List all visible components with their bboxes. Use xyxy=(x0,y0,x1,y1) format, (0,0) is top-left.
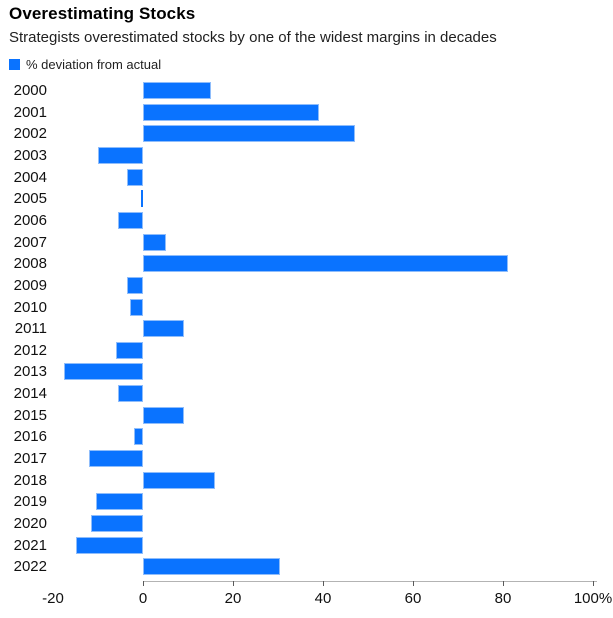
year-label-2008: 2008 xyxy=(13,255,47,273)
year-label-2018: 2018 xyxy=(13,471,47,489)
bar-2006 xyxy=(118,211,143,229)
x-tick xyxy=(413,581,414,586)
bar-2016 xyxy=(134,428,143,446)
year-label-2022: 2022 xyxy=(13,558,47,576)
bar-2013 xyxy=(64,363,143,381)
x-tick-label: 20 xyxy=(224,590,242,607)
bar-2007 xyxy=(143,233,166,251)
bar-2010 xyxy=(129,298,143,316)
bar-2019 xyxy=(95,493,143,511)
year-label-2013: 2013 xyxy=(13,363,47,381)
x-tick xyxy=(323,581,324,586)
year-label-2005: 2005 xyxy=(13,190,47,208)
bar-2001 xyxy=(143,103,319,121)
legend-swatch-icon xyxy=(9,59,20,70)
bar-2002 xyxy=(143,125,355,143)
year-label-2003: 2003 xyxy=(13,146,47,164)
x-tick-label: -20 xyxy=(42,590,64,607)
bar-2022 xyxy=(143,558,281,576)
year-label-2014: 2014 xyxy=(13,385,47,403)
bar-2004 xyxy=(127,168,143,186)
chart-title: Overestimating Stocks xyxy=(9,4,196,23)
bar-2018 xyxy=(143,471,215,489)
x-tick xyxy=(503,581,504,586)
year-label-2000: 2000 xyxy=(13,82,47,99)
x-axis-line xyxy=(143,581,597,582)
x-tick-label: 40 xyxy=(314,590,332,607)
x-tick xyxy=(143,581,144,586)
x-tick-label: 60 xyxy=(404,590,422,607)
year-label-2017: 2017 xyxy=(13,450,47,468)
legend-label: % deviation from actual xyxy=(26,57,162,72)
bar-2011 xyxy=(143,320,184,338)
year-label-2001: 2001 xyxy=(13,103,47,121)
chart-subtitle: Strategists overestimated stocks by one … xyxy=(9,29,497,46)
bar-2014 xyxy=(118,385,143,403)
bar-2003 xyxy=(98,146,143,164)
bar-2020 xyxy=(91,515,143,532)
year-label-2019: 2019 xyxy=(13,493,47,511)
bar-2000 xyxy=(143,82,211,99)
x-tick xyxy=(233,581,234,586)
year-label-2010: 2010 xyxy=(13,298,47,316)
year-label-2016: 2016 xyxy=(13,428,47,446)
year-label-2020: 2020 xyxy=(13,515,47,532)
x-tick xyxy=(593,581,594,586)
year-label-2009: 2009 xyxy=(13,276,47,294)
bar-2009 xyxy=(127,276,143,294)
bar-2015 xyxy=(143,406,184,424)
year-label-2011: 2011 xyxy=(14,320,47,338)
bar-2021 xyxy=(75,536,143,554)
year-label-2007: 2007 xyxy=(13,233,47,251)
bar-2005 xyxy=(140,190,143,208)
legend: % deviation from actual xyxy=(9,57,161,72)
year-label-2021: 2021 xyxy=(13,536,47,554)
bar-2017 xyxy=(89,450,143,468)
year-label-2006: 2006 xyxy=(13,211,47,229)
year-label-2015: 2015 xyxy=(13,406,47,424)
year-label-2002: 2002 xyxy=(13,125,47,143)
year-label-2012: 2012 xyxy=(13,341,47,359)
bar-2008 xyxy=(143,255,508,273)
bar-2012 xyxy=(116,341,143,359)
x-tick-label: 80 xyxy=(494,590,512,607)
x-tick-label: 100% xyxy=(573,590,613,607)
x-tick-label: 0 xyxy=(138,590,148,607)
year-label-2004: 2004 xyxy=(13,168,47,186)
